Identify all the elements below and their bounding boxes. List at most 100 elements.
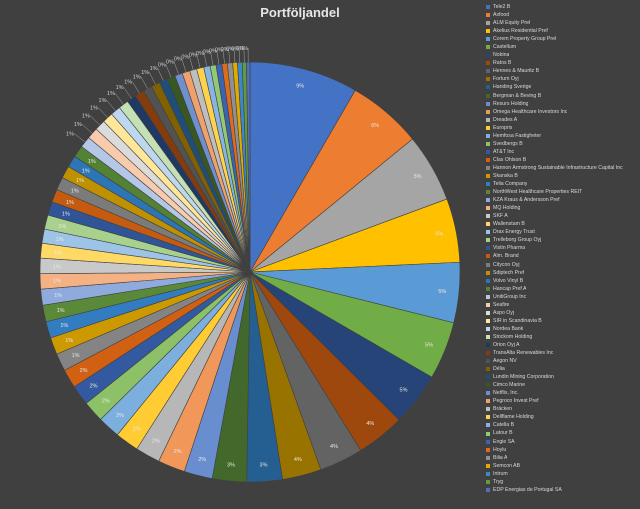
- legend-label: Hennes & Mauritz B: [493, 68, 540, 75]
- legend-swatch: [486, 294, 490, 299]
- legend-swatch: [486, 447, 490, 452]
- leader-line: [189, 56, 194, 70]
- legend-label: Bilia A: [493, 454, 508, 461]
- leader-line: [196, 54, 201, 69]
- legend-swatch: [486, 407, 490, 412]
- legend-label: Lundin Mining Corporation: [493, 374, 554, 381]
- data-label: 2%: [116, 413, 124, 419]
- legend-swatch: [486, 85, 490, 90]
- legend-item: Orion Oyj A: [486, 341, 638, 349]
- data-label: 0%: [174, 57, 182, 63]
- legend-swatch: [486, 471, 490, 476]
- legend-label: Nordea Bank: [493, 325, 524, 332]
- data-label: 4%: [366, 421, 374, 427]
- legend-swatch: [486, 230, 490, 235]
- legend-label: Tele2 B: [493, 4, 511, 10]
- legend-swatch: [486, 367, 490, 372]
- data-label: 2%: [90, 383, 98, 389]
- legend-item: Citycon Oyj: [486, 261, 638, 269]
- legend-swatch: [486, 254, 490, 259]
- leader-line: [140, 76, 148, 89]
- data-label: 9%: [296, 83, 304, 89]
- leader-line: [149, 71, 156, 85]
- data-label: 4%: [330, 444, 338, 450]
- legend-swatch: [486, 487, 490, 492]
- legend-label: Dreades A: [493, 116, 518, 123]
- legend-label: Dellflame Holding: [493, 414, 534, 421]
- legend-label: UnitiGroup Inc: [493, 293, 527, 300]
- data-label: 1%: [141, 70, 149, 76]
- legend-item: NorthWest Healthcare Properties REIT: [486, 188, 638, 196]
- data-label: 1%: [72, 353, 80, 359]
- legend-label: Skanska B: [493, 172, 518, 179]
- legend-item: SKF A: [486, 212, 638, 220]
- legend-swatch: [486, 45, 490, 50]
- legend-item: Wallenstam B: [486, 220, 638, 228]
- data-label: 5%: [435, 232, 443, 238]
- legend-label: Netflix, Inc.: [493, 390, 519, 397]
- data-label: 1%: [54, 250, 62, 256]
- legend-label: Hancap Pref A: [493, 285, 527, 292]
- data-label: 2%: [133, 427, 141, 433]
- legend-swatch: [486, 149, 490, 154]
- legend-label: Aspo Oyj: [493, 309, 515, 316]
- data-label: 0%: [189, 52, 197, 58]
- pie-chart: 9% 6% 5% 5% 5% 5% 5% 4% 4% 4% 3% 3% 2% 2% 2% 2% 2% 2% 2% 2%…: [39, 46, 461, 483]
- legend-item: Hennes & Mauritz B: [486, 67, 638, 75]
- data-label: 0%: [215, 48, 223, 54]
- legend-item: KZA Kraus & Andersson Pref: [486, 196, 638, 204]
- leader-line: [181, 58, 187, 73]
- legend-item: AT&T Inc: [486, 148, 638, 156]
- legend-swatch: [486, 318, 490, 323]
- legend-item: Trelleborg Group Oyj: [486, 236, 638, 244]
- legend-label: Clas Ohlson B: [493, 156, 527, 163]
- data-label: 3%: [227, 462, 235, 468]
- chart-legend: Tele2 B Axfood ALM Equity Pref Akelius Resi…: [486, 3, 638, 494]
- legend-swatch: [486, 101, 490, 106]
- legend-item: UnitiGroup Inc: [486, 293, 638, 301]
- legend-swatch: [486, 326, 490, 331]
- data-label: 0%: [196, 51, 204, 57]
- data-label: 1%: [65, 338, 73, 344]
- legend-item: Tele2 B: [486, 3, 638, 11]
- legend-item: Ratos B: [486, 59, 638, 67]
- legend-label: Drax Energy Trust: [493, 229, 535, 236]
- pie-slice: [246, 61, 251, 273]
- data-label: 2%: [152, 439, 160, 445]
- legend-label: Svedbergs B: [493, 140, 523, 147]
- legend-item: Volvo Vinyl B: [486, 277, 638, 285]
- legend-label: Aegon NV: [493, 358, 517, 365]
- legend-item: Svedbergs B: [486, 140, 638, 148]
- legend-swatch: [486, 174, 490, 178]
- data-label: 1%: [107, 91, 115, 97]
- leader-line: [97, 107, 108, 118]
- legend-item: Semcon AB: [486, 462, 638, 470]
- legend-swatch: [486, 206, 490, 211]
- legend-label: Ratos B: [493, 60, 512, 67]
- data-label: 1%: [74, 122, 82, 128]
- leader-line: [81, 123, 93, 134]
- legend-label: Volvo Vinyl B: [493, 277, 524, 284]
- legend-label: Semcon AB: [493, 462, 521, 469]
- legend-item: Vistin Pharma: [486, 244, 638, 252]
- legend-item: Sdiptech Pref: [486, 269, 638, 277]
- legend-label: Engie SA: [493, 438, 515, 445]
- data-label: 5%: [414, 174, 422, 180]
- legend-swatch: [486, 351, 490, 356]
- legend-item: Dellflame Holding: [486, 413, 638, 421]
- data-label: 1%: [76, 178, 84, 184]
- legend-label: Cimco Marine: [493, 382, 525, 389]
- leader-line: [216, 50, 220, 65]
- leader-line: [222, 49, 225, 64]
- legend-item: Resurs Holding: [486, 100, 638, 108]
- legend-swatch: [486, 69, 490, 74]
- legend-label: Omega Healthcare Investors Inc: [493, 108, 568, 115]
- leader-line: [210, 51, 214, 66]
- legend-swatch: [486, 141, 490, 146]
- legend-item: Hannon Armstrong Sustainable Infrastruct…: [486, 164, 638, 172]
- legend-swatch: [486, 439, 490, 444]
- legend-item: Bräcken: [486, 405, 638, 413]
- legend-swatch: [486, 423, 490, 428]
- legend-swatch: [486, 37, 490, 42]
- data-label: 1%: [53, 264, 61, 270]
